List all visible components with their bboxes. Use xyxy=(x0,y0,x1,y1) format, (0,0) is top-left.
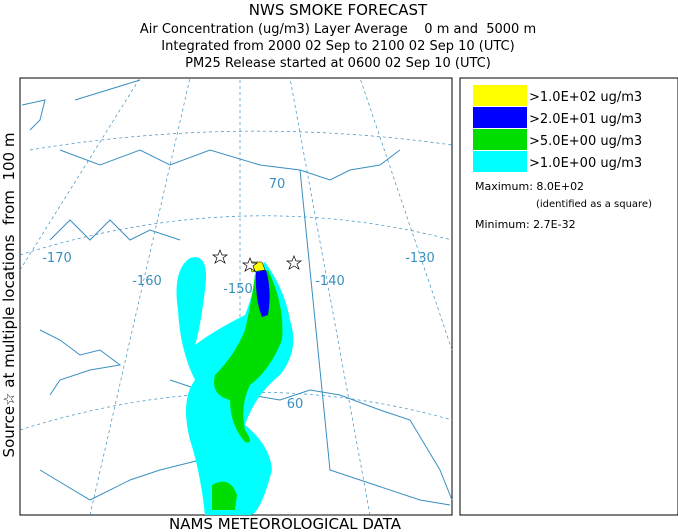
legend-swatch xyxy=(473,85,527,106)
map xyxy=(19,77,453,516)
plume xyxy=(255,270,270,317)
legend-label: >1.0E+02 ug/m3 xyxy=(529,90,642,105)
legend-swatch xyxy=(473,107,527,128)
plume xyxy=(212,270,283,510)
side-label: Source☆ at multiple locations from 100 m xyxy=(0,133,18,458)
graticule xyxy=(19,130,453,431)
graticule xyxy=(19,77,453,516)
coastline xyxy=(21,79,453,506)
map-label: -140 xyxy=(315,274,345,289)
map-label: -170 xyxy=(42,251,72,266)
legend-swatch xyxy=(473,151,527,172)
title: NWS SMOKE FORECAST xyxy=(249,1,428,19)
map-label: -150 xyxy=(223,282,253,297)
legend-frame xyxy=(459,77,678,516)
legend-swatch xyxy=(473,129,527,150)
minimum: Minimum: 2.7E-32 xyxy=(475,218,576,231)
subtitle: Integrated from 2000 02 Sep to 2100 02 S… xyxy=(161,39,514,54)
subtitle: Air Concentration (ug/m3) Layer Average … xyxy=(140,22,536,37)
subtitle: PM25 Release started at 0600 02 Sep 10 (… xyxy=(185,56,491,71)
map-label: -130 xyxy=(405,251,435,266)
legend-label: >5.0E+00 ug/m3 xyxy=(529,134,642,149)
legend-label: >1.0E+00 ug/m3 xyxy=(529,156,642,171)
map-label: 60 xyxy=(287,397,304,412)
legend-label: >2.0E+01 ug/m3 xyxy=(529,112,642,127)
maximum-note: (identified as a square) xyxy=(536,199,652,210)
source-star xyxy=(211,249,303,272)
maximum: Maximum: 8.0E+02 xyxy=(475,180,584,193)
footer: NAMS METEOROLOGICAL DATA xyxy=(169,515,402,532)
map-label: 70 xyxy=(269,177,286,192)
map-label: -160 xyxy=(132,274,162,289)
